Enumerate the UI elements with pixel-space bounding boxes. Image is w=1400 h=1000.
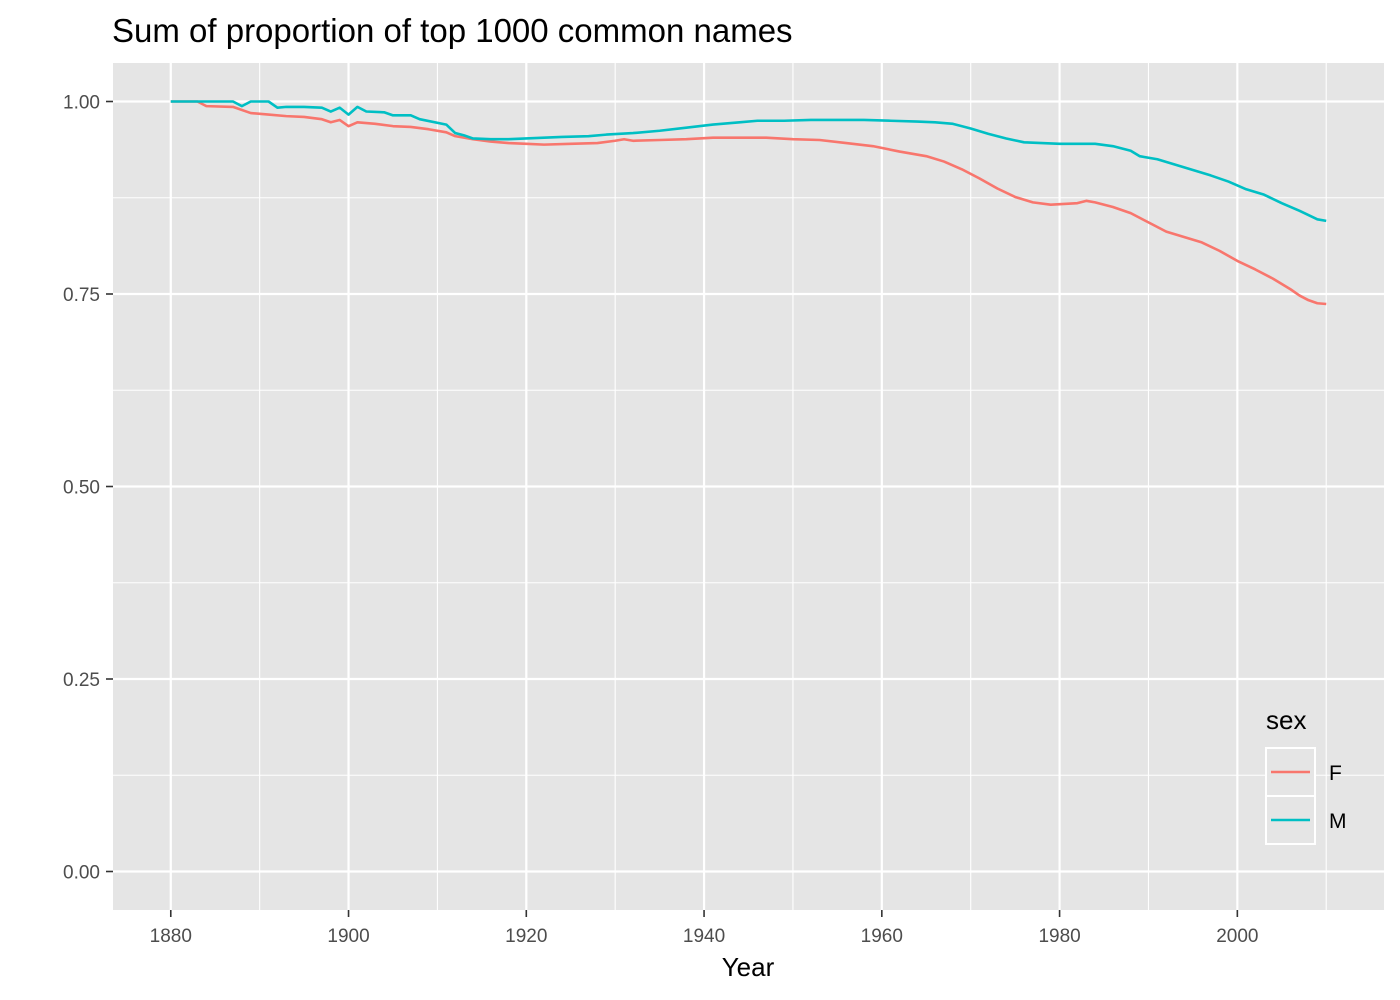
x-axis: 1880 1900 1920 1940 1960 1980 2000 bbox=[150, 910, 1258, 947]
x-tick-label: 1880 bbox=[150, 926, 192, 947]
chart-title: Sum of proportion of top 1000 common nam… bbox=[112, 12, 793, 49]
x-tick-label: 1900 bbox=[327, 926, 369, 947]
y-tick-label: 0.75 bbox=[63, 285, 100, 306]
series-line-F bbox=[170, 100, 1327, 306]
x-tick-label: 1940 bbox=[683, 926, 725, 947]
y-tick-label: 0.00 bbox=[63, 863, 100, 884]
series-lines bbox=[170, 100, 1327, 306]
series-line-M bbox=[170, 100, 1327, 223]
legend-title: sex bbox=[1266, 705, 1306, 735]
legend-label-M: M bbox=[1329, 810, 1347, 833]
x-tick-label: 1920 bbox=[505, 926, 547, 947]
x-tick-label: 1980 bbox=[1038, 926, 1080, 947]
legend-label-F: F bbox=[1329, 762, 1342, 785]
x-axis-title: Year bbox=[722, 952, 775, 982]
y-tick-label: 1.00 bbox=[63, 93, 100, 114]
legend: sex F M bbox=[1265, 705, 1347, 845]
x-tick-label: 1960 bbox=[861, 926, 903, 947]
y-tick-label: 0.25 bbox=[63, 670, 100, 691]
y-axis: 0.00 0.25 0.50 0.75 1.00 bbox=[63, 93, 113, 884]
y-tick-label: 0.50 bbox=[63, 478, 100, 499]
major-gridlines bbox=[113, 63, 1384, 910]
x-tick-label: 2000 bbox=[1216, 926, 1258, 947]
